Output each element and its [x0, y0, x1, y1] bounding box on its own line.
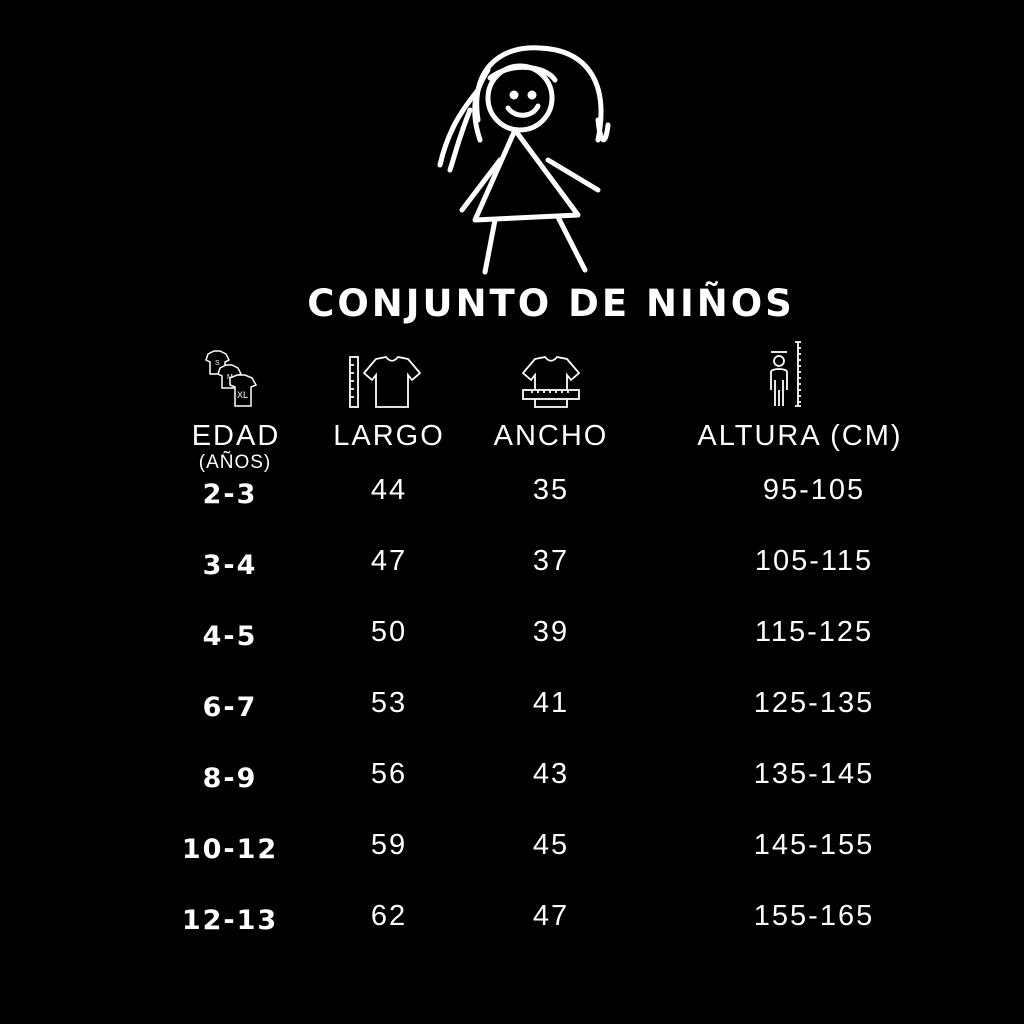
- cell-largo: 50: [370, 616, 408, 648]
- cell-edad: 4-5: [202, 621, 258, 652]
- cell-altura: 115-125: [754, 616, 874, 648]
- cell-ancho: 39: [532, 616, 570, 648]
- cell-ancho: 43: [532, 758, 570, 790]
- column-header-ancho: ANCHO: [493, 420, 609, 452]
- stacked-shirts-sizes-icon: S M XL: [205, 350, 258, 407]
- svg-text:S: S: [215, 360, 220, 367]
- cell-altura: 95-105: [762, 474, 866, 506]
- cell-largo: 62: [370, 900, 408, 932]
- cell-edad: 10-12: [181, 834, 279, 865]
- cell-largo: 47: [370, 545, 408, 577]
- page-title: CONJUNTO DE NIÑOS: [307, 282, 795, 325]
- person-height-ruler-icon: [770, 341, 801, 407]
- column-subheader-anos: (AÑOS): [198, 452, 272, 473]
- cell-edad: 8-9: [202, 763, 258, 794]
- cell-altura: 105-115: [754, 545, 874, 577]
- shirt-width-ruler-icon: [521, 356, 581, 408]
- column-header-largo: LARGO: [333, 420, 445, 452]
- cell-ancho: 41: [532, 687, 570, 719]
- cell-largo: 59: [370, 829, 408, 861]
- cell-altura: 135-145: [753, 758, 875, 790]
- cell-largo: 56: [370, 758, 408, 790]
- cell-altura: 145-155: [753, 829, 875, 861]
- cell-ancho: 45: [532, 829, 570, 861]
- column-header-edad: EDAD: [191, 420, 281, 452]
- cell-edad: 2-3: [202, 479, 258, 510]
- girl-stick-figure-icon: [437, 45, 611, 275]
- cell-largo: 53: [370, 687, 408, 719]
- cell-altura: 125-135: [753, 687, 875, 719]
- cell-largo: 44: [370, 474, 408, 506]
- column-header-altura: ALTURA (CM): [697, 420, 903, 452]
- cell-altura: 155-165: [753, 900, 875, 932]
- cell-edad: 6-7: [202, 692, 258, 723]
- cell-ancho: 37: [532, 545, 570, 577]
- shirt-length-ruler-icon: [349, 356, 422, 408]
- cell-edad: 3-4: [202, 550, 258, 581]
- svg-text:XL: XL: [237, 390, 248, 400]
- cell-ancho: 35: [532, 474, 570, 506]
- cell-edad: 12-13: [181, 905, 279, 936]
- cell-ancho: 47: [532, 900, 570, 932]
